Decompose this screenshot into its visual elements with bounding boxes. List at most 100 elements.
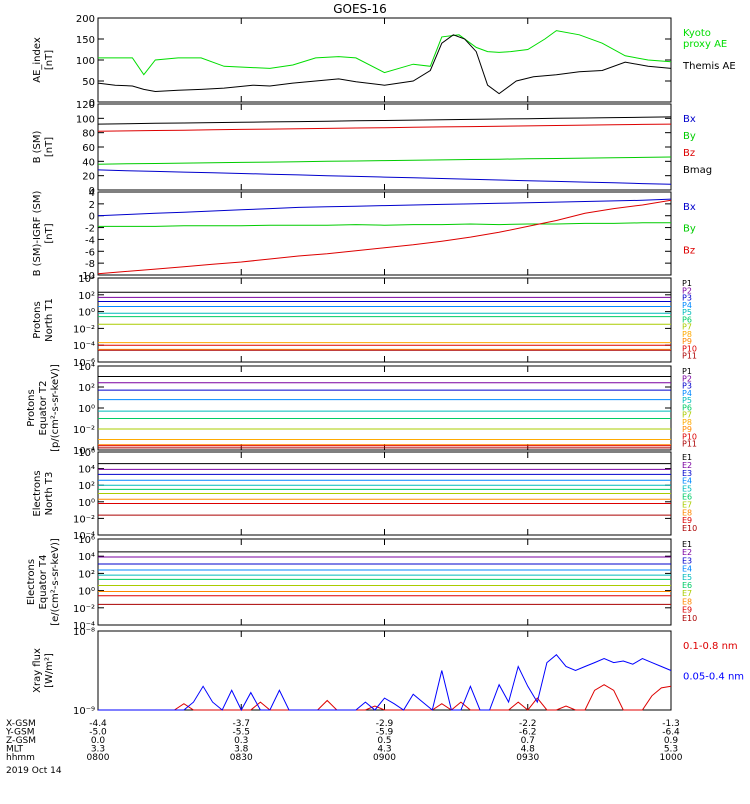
y-tick-label: -10 [79,271,95,282]
xaxis-row-label: Z-GSM [6,736,36,746]
y-tick-label: 10⁶ [78,448,95,459]
y-axis-label: [nT] [44,223,55,243]
xaxis-row-value: -2.2 [519,719,537,729]
y-tick-label: 120 [76,100,95,111]
y-tick-label: 60 [82,143,95,154]
channel-label: P1 [682,367,692,376]
channel-label: P1 [682,279,692,288]
legend-label: Bz [683,148,695,159]
y-tick-label: 10⁻⁸ [73,627,95,638]
y-tick-label: 40 [82,157,95,168]
channel-label: E6 [682,581,692,590]
y-tick-label: -2 [85,224,95,235]
xaxis-row-value: 3.8 [234,745,249,755]
xaxis-row-value: -2.9 [376,719,394,729]
y-axis-label: Equator T4 [38,555,49,610]
y-tick-label: 20 [82,172,95,183]
series-line-bx [97,198,672,217]
y-tick-label: 10⁻⁴ [73,531,95,542]
legend-label: 0.05-0.4 nm [683,672,744,683]
y-axis-label: [e/(cm²-s-sr-keV)] [50,538,61,626]
xaxis-row-value: 1000 [660,753,683,763]
channel-label: P6 [682,315,692,324]
legend-label: Bx [683,202,696,213]
channel-label: P10 [682,344,697,353]
y-tick-label: 10⁰ [78,498,95,509]
y-axis-label: AE_index [32,37,43,83]
legend-label: Themis AE [682,61,736,72]
channel-label: E5 [682,573,692,582]
y-tick-label: 10⁴ [78,552,95,563]
y-tick-label: 10² [78,569,95,580]
channel-label: E8 [682,508,692,517]
legend-label: Bmag [683,165,712,176]
xaxis-row-value: 0.9 [664,736,679,746]
y-axis-label: Electrons [26,559,37,605]
legend-label: Bx [683,114,696,125]
xaxis-row-value: 0.7 [521,736,535,746]
channel-label: P2 [682,374,692,383]
xaxis-row-label: hhmm [6,753,35,763]
date-label: 2019 Oct 14 [6,766,62,776]
series-line-bz [97,199,672,275]
xaxis-row-value: 0800 [87,753,110,763]
channel-label: P10 [682,432,697,441]
y-tick-label: 10⁰ [78,308,95,319]
channel-label: E2 [682,548,692,557]
y-tick-label: -8 [85,259,95,270]
legend-label: proxy AE [683,39,727,50]
series-line-0-05-0-4-nm [98,653,672,712]
y-tick-label: 50 [82,77,95,88]
y-axis-label: Equator T2 [38,381,49,436]
y-axis-label: B (SM) [32,130,43,163]
y-tick-label: 10⁰ [78,587,95,598]
xaxis-row-value: -3.7 [232,719,250,729]
y-axis-label: [p/(cm²-s-sr-keV)] [50,364,61,452]
y-tick-label: 10² [78,291,95,302]
panel-3-frame [97,191,672,276]
series-line-by [97,156,672,165]
legend-label: Bz [683,245,695,256]
y-tick-label: 10⁶ [78,535,95,546]
channel-label: P4 [682,301,692,310]
y-axis-label: North T3 [44,472,55,516]
channel-label: E10 [682,614,697,623]
y-axis-label: Xray flux [32,648,43,693]
channel-label: E3 [682,469,692,478]
xaxis-row-value: -5.0 [89,728,107,738]
xaxis-row-value: -6.4 [662,728,680,738]
y-axis-label: B (SM)-IGRF (SM) [32,191,43,277]
channel-label: E5 [682,485,692,494]
xaxis-row-value: 0.3 [234,736,248,746]
y-tick-label: 10⁻² [73,514,95,525]
xaxis-row-value: 0900 [373,753,396,763]
xaxis-row-value: -1.3 [662,719,680,729]
channel-label: E8 [682,597,692,606]
series-line-themis-ae [97,34,672,95]
y-tick-label: 10⁴ [78,362,95,373]
channel-label: E3 [682,556,692,565]
y-tick-label: 10² [78,383,95,394]
channel-label: P6 [682,403,692,412]
y-tick-label: 200 [76,14,95,25]
channel-label: E4 [682,477,692,486]
y-tick-label: 0 [89,98,95,109]
xaxis-row-value: -6.2 [519,728,537,738]
channel-label: P11 [682,440,697,449]
y-tick-label: 10⁰ [78,404,95,415]
y-tick-label: 100 [76,114,95,125]
y-tick-label: 10⁻² [73,324,95,335]
legend-label: 0.1-0.8 nm [683,641,738,652]
channel-label: E4 [682,565,692,574]
channel-label: P7 [682,323,692,332]
legend-label: By [683,224,696,235]
y-axis-label: North T1 [44,298,55,342]
channel-label: P5 [682,396,692,405]
xaxis-row-label: Y-GSM [5,728,34,738]
y-axis-label: [nT] [44,137,55,157]
y-tick-label: 2 [89,200,95,211]
y-tick-label: 10⁻⁴ [73,341,95,352]
channel-label: E9 [682,606,692,615]
